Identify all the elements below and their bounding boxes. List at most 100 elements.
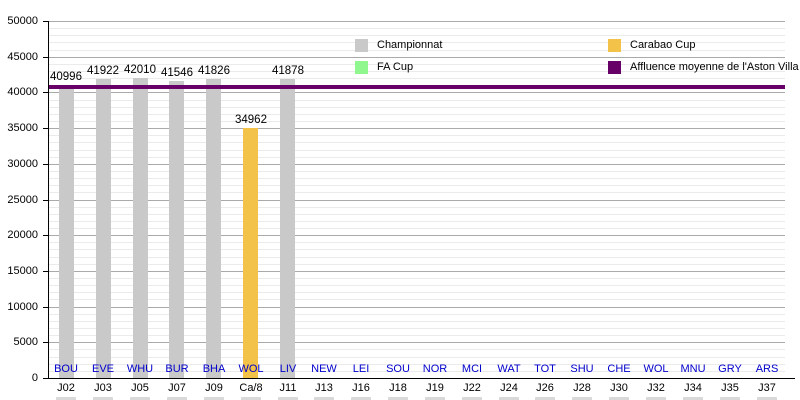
minor-gridline xyxy=(48,121,785,122)
y-axis-tick xyxy=(43,378,48,379)
bar-eve xyxy=(96,79,111,378)
opponent-label: WHU xyxy=(126,363,154,375)
y-tick-label: 15000 xyxy=(7,265,38,277)
clipped-bottom-row xyxy=(93,397,113,400)
minor-gridline xyxy=(48,114,785,115)
minor-gridline xyxy=(48,107,785,108)
bar-liv xyxy=(280,79,295,378)
clipped-bottom-row xyxy=(425,397,445,400)
y-tick-label: 10000 xyxy=(7,301,38,313)
minor-gridline xyxy=(48,364,785,365)
matchday-label: J13 xyxy=(315,382,333,394)
minor-gridline xyxy=(48,35,785,36)
minor-gridline xyxy=(48,171,785,172)
minor-gridline xyxy=(48,207,785,208)
bar-value-label: 34962 xyxy=(235,114,267,126)
opponent-label: LEI xyxy=(352,363,370,375)
matchday-label: J37 xyxy=(758,382,776,394)
opponent-label: SHU xyxy=(570,363,594,375)
y-axis-tick xyxy=(43,307,48,308)
y-axis-tick xyxy=(43,235,48,236)
matchday-label: J24 xyxy=(500,382,518,394)
clipped-bottom-row xyxy=(720,397,740,400)
y-axis-tick xyxy=(43,92,48,93)
opponent-label: WOL xyxy=(643,363,669,375)
bar-bha xyxy=(206,79,221,378)
minor-gridline xyxy=(48,242,785,243)
clipped-bottom-row xyxy=(204,397,224,400)
clipped-bottom-row xyxy=(278,397,298,400)
y-axis-line xyxy=(48,21,49,379)
x-axis-line xyxy=(48,378,795,379)
matchday-label: J02 xyxy=(57,382,75,394)
minor-gridline xyxy=(48,349,785,350)
y-axis-tick xyxy=(43,21,48,22)
opponent-label: NOR xyxy=(422,363,448,375)
minor-gridline xyxy=(48,100,785,101)
major-gridline xyxy=(48,57,785,58)
minor-gridline xyxy=(48,135,785,136)
clipped-bottom-row xyxy=(572,397,592,400)
bar-value-label: 41878 xyxy=(272,65,304,77)
clipped-bottom-row xyxy=(535,397,555,400)
major-gridline xyxy=(48,271,785,272)
minor-gridline xyxy=(48,142,785,143)
matchday-label: J35 xyxy=(721,382,739,394)
clipped-bottom-row xyxy=(351,397,371,400)
major-gridline xyxy=(48,235,785,236)
clipped-bottom-row xyxy=(314,397,334,400)
minor-gridline xyxy=(48,278,785,279)
matchday-label: J11 xyxy=(279,382,297,394)
minor-gridline xyxy=(48,335,785,336)
matchday-label: J32 xyxy=(647,382,665,394)
opponent-label: LIV xyxy=(279,363,297,375)
clipped-bottom-row xyxy=(167,397,187,400)
clipped-bottom-row xyxy=(130,397,150,400)
average-attendance-line xyxy=(48,85,785,89)
y-tick-label: 40000 xyxy=(7,86,38,98)
bar-value-label: 41826 xyxy=(198,65,230,77)
clipped-bottom-row xyxy=(56,397,76,400)
matchday-label: Ca/8 xyxy=(239,382,263,394)
minor-gridline xyxy=(48,157,785,158)
minor-gridline xyxy=(48,371,785,372)
minor-gridline xyxy=(48,192,785,193)
matchday-label: J03 xyxy=(94,382,112,394)
minor-gridline xyxy=(48,178,785,179)
opponent-label: BUR xyxy=(165,363,189,375)
minor-gridline xyxy=(48,357,785,358)
minor-gridline xyxy=(48,321,785,322)
minor-gridline xyxy=(48,249,785,250)
matchday-label: J07 xyxy=(168,382,186,394)
bar-value-label: 41922 xyxy=(87,65,119,77)
bar-value-label: 40996 xyxy=(50,71,82,83)
minor-gridline xyxy=(48,28,785,29)
y-axis-tick xyxy=(43,164,48,165)
matchday-label: J05 xyxy=(131,382,149,394)
matchday-label: J16 xyxy=(352,382,370,394)
clipped-bottom-row xyxy=(388,397,408,400)
minor-gridline xyxy=(48,228,785,229)
minor-gridline xyxy=(48,71,785,72)
clipped-bottom-row xyxy=(757,397,777,400)
opponent-label: WOL xyxy=(238,363,264,375)
opponent-label: BHA xyxy=(202,363,226,375)
clipped-bottom-row xyxy=(462,397,482,400)
opponent-label: MNU xyxy=(680,363,706,375)
bar-bou xyxy=(59,85,74,378)
minor-gridline xyxy=(48,42,785,43)
plot-area: 40996 BOU 41922 EVE 42010 WHU 41546 BUR 41826 BHA… xyxy=(48,21,785,378)
minor-gridline xyxy=(48,50,785,51)
y-tick-label: 20000 xyxy=(7,229,38,241)
clipped-bottom-row xyxy=(646,397,666,400)
major-gridline xyxy=(48,164,785,165)
minor-gridline xyxy=(48,214,785,215)
y-tick-label: 35000 xyxy=(7,122,38,134)
clipped-bottom-row xyxy=(609,397,629,400)
y-axis-tick xyxy=(43,128,48,129)
bar-bur xyxy=(169,81,184,378)
matchday-label: J26 xyxy=(536,382,554,394)
minor-gridline xyxy=(48,292,785,293)
bar-whu xyxy=(133,78,148,378)
opponent-label: CHE xyxy=(607,363,631,375)
